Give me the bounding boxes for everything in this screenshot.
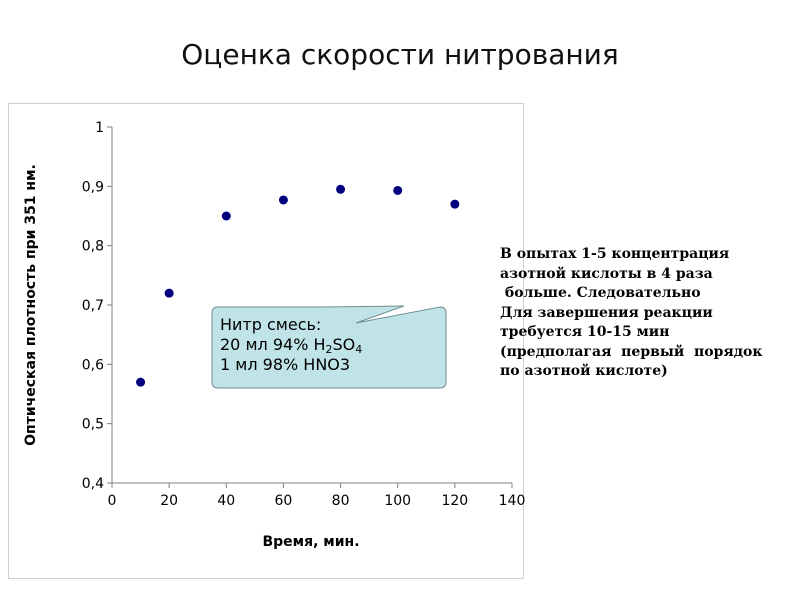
note-line: Для завершения реакции [500, 304, 713, 321]
x-axis-title: Время, мин. [262, 534, 359, 550]
data-point [336, 184, 346, 194]
note-line: В опытах 1-5 концентрация [500, 246, 730, 262]
chart-axes [111, 127, 512, 484]
y-tick-label: 0,7 [82, 298, 104, 314]
x-tick-label: 100 [384, 493, 411, 509]
callout-line-1: Нитр смесь: [220, 315, 322, 334]
y-axis-title: Оптическая плотность при 351 нм. [23, 164, 39, 446]
callout-line-3: 1 мл 98% HNO3 [220, 355, 351, 374]
y-ticks: 0,4 0,5 0,6 0,7 0,8 0,9 1 [82, 120, 112, 492]
note-line: больше. Следовательно [500, 285, 701, 301]
data-point [393, 185, 403, 195]
y-tick-label: 0,4 [82, 476, 104, 492]
note-line: требуется 10-15 мин [500, 324, 670, 340]
x-ticks: 0 20 40 60 80 100 120 140 [108, 483, 526, 509]
note-line: по азотной кислоте) [500, 363, 668, 379]
data-point [450, 199, 460, 209]
x-tick-label: 40 [217, 493, 235, 509]
y-tick-label: 1 [95, 120, 104, 136]
y-tick-label: 0,6 [82, 357, 104, 373]
x-tick-label: 80 [332, 493, 350, 509]
y-tick-label: 0,9 [82, 179, 104, 195]
chart-frame [8, 103, 524, 579]
callout-line-2: 20 мл 94% H2SO4 [220, 335, 363, 356]
y-tick-label: 0,5 [82, 417, 104, 433]
note-line: (предполагая первый порядок [500, 343, 763, 360]
data-point [278, 195, 288, 205]
data-point [136, 377, 146, 387]
callout-text: Нитр смесь: 20 мл 94% H2SO4 1 мл 98% HNO… [220, 315, 362, 375]
data-point [221, 211, 231, 221]
x-tick-label: 20 [160, 493, 178, 509]
conclusion-note: В опытах 1-5 концентрация азотной кислоты… [500, 245, 795, 382]
x-tick-label: 140 [499, 493, 526, 509]
y-tick-label: 0,8 [82, 239, 104, 255]
data-points [136, 184, 460, 387]
data-point [164, 288, 174, 298]
x-tick-label: 60 [275, 493, 293, 509]
note-line: азотной кислоты в 4 раза [500, 265, 713, 282]
callout-bubble [211, 305, 447, 389]
x-tick-label: 120 [441, 493, 468, 509]
x-tick-label: 0 [108, 493, 117, 509]
slide-title: Оценка скорости нитрования [181, 38, 619, 71]
